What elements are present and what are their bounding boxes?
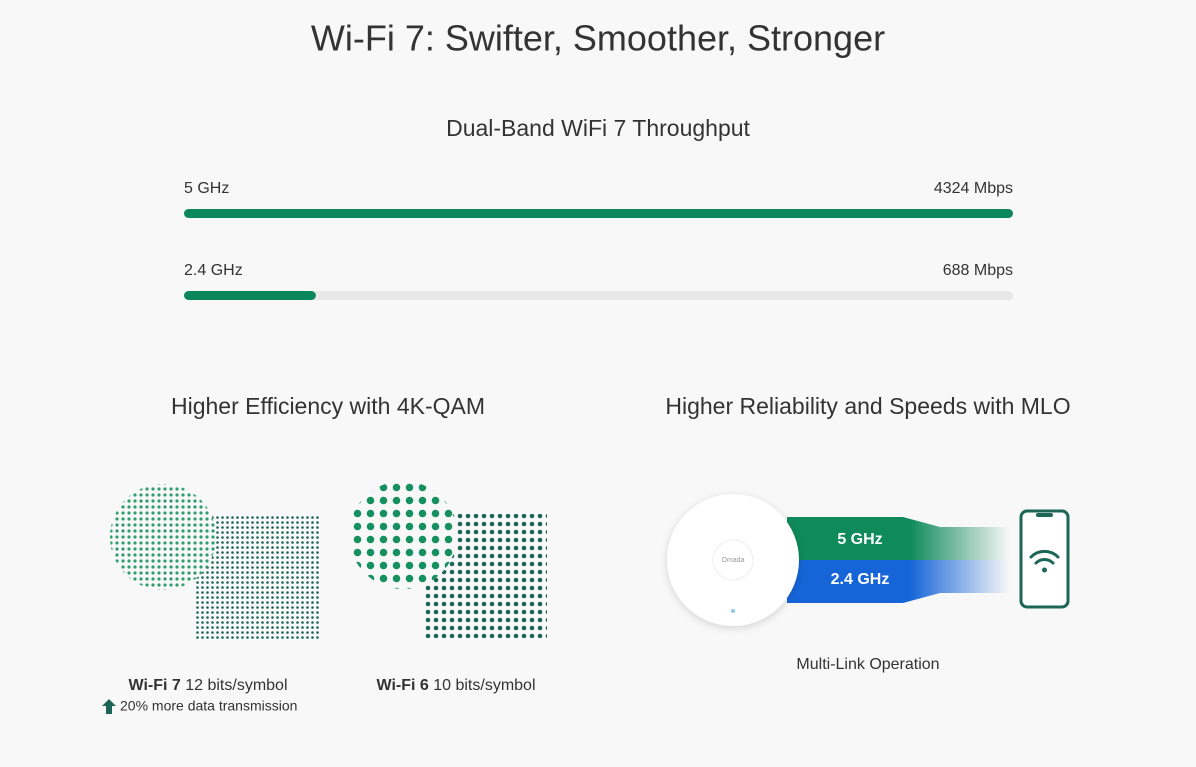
phone-notch [1036,513,1053,517]
constellation-zoom [110,484,216,590]
up-arrow-icon [102,699,116,714]
qam-desc: 12 bits/symbol [185,677,287,694]
qam-name: Wi-Fi 6 [376,677,428,694]
qam-wifi7-graphic [110,484,319,640]
section-title: Higher Efficiency with 4K-QAM [171,393,485,419]
access-point [667,494,799,626]
band-name: 2.4 GHz [184,262,243,279]
band-stream-5ghz [787,517,1010,560]
mlo-caption: Multi-Link Operation [796,656,939,673]
constellation-zoom [349,481,457,589]
ap-led [731,609,735,613]
qam-label: Wi-Fi 6 10 bits/symbol [376,677,535,694]
wifi-dot [1042,567,1047,573]
bar [184,209,1013,218]
qam-desc: 10 bits/symbol [433,677,535,694]
section-title: Higher Reliability and Speeds with MLO [665,393,1070,419]
ap-ring [712,539,754,581]
bar [184,291,316,300]
wifi-icon [1029,549,1060,565]
bar-track [184,291,1013,300]
qam-name: Wi-Fi 7 [128,677,180,694]
qam-wifi6-graphic [349,481,547,638]
page-title: Wi-Fi 7: Swifter, Smoother, Stronger [311,18,885,59]
band-label: 2.4 GHz [831,571,890,588]
band-name: 5 GHz [184,180,229,197]
band-value: 4324 Mbps [934,180,1013,197]
qam-note: 20% more data transmission [120,698,297,714]
throughput-bars: 5 GHz 4324 Mbps 2.4 GHz 688 Mbps [184,180,1013,300]
section-title: Dual-Band WiFi 7 Throughput [446,115,750,141]
band-stream-24ghz [787,560,1010,603]
qam-label: Wi-Fi 7 12 bits/symbol [128,677,287,694]
band-label: 5 GHz [837,531,882,548]
ap-brand: Omada [722,557,745,564]
band-value: 688 Mbps [943,262,1013,279]
